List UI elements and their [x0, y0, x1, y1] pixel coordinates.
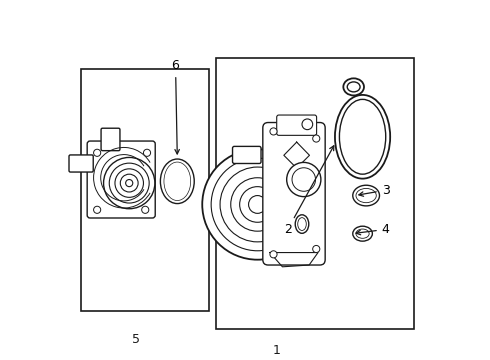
Circle shape [302, 119, 313, 130]
Circle shape [270, 128, 277, 135]
Ellipse shape [356, 188, 376, 203]
Ellipse shape [353, 185, 379, 206]
Text: 4: 4 [356, 223, 390, 236]
FancyBboxPatch shape [233, 147, 261, 163]
Ellipse shape [353, 226, 372, 241]
Bar [217, 58, 414, 329]
Circle shape [313, 135, 320, 142]
Circle shape [121, 174, 138, 192]
Circle shape [115, 169, 144, 197]
Circle shape [109, 163, 149, 203]
Ellipse shape [298, 218, 306, 230]
Ellipse shape [295, 215, 309, 233]
Ellipse shape [335, 95, 390, 179]
Text: 2: 2 [284, 146, 334, 236]
Circle shape [240, 186, 275, 222]
Ellipse shape [340, 99, 386, 174]
Circle shape [94, 149, 101, 156]
FancyBboxPatch shape [69, 155, 93, 172]
Ellipse shape [343, 78, 364, 95]
Circle shape [202, 149, 313, 260]
Circle shape [231, 178, 284, 231]
Circle shape [270, 251, 277, 258]
Circle shape [248, 195, 267, 213]
Circle shape [144, 149, 150, 156]
Circle shape [211, 158, 304, 251]
Ellipse shape [160, 159, 194, 203]
Circle shape [142, 206, 149, 213]
Circle shape [287, 162, 321, 197]
Circle shape [94, 206, 101, 213]
Circle shape [103, 157, 155, 209]
Text: 3: 3 [359, 184, 390, 197]
Bar [81, 69, 209, 311]
Ellipse shape [164, 162, 191, 201]
Circle shape [125, 180, 133, 186]
Circle shape [292, 168, 316, 191]
FancyBboxPatch shape [277, 115, 317, 135]
Circle shape [220, 167, 295, 242]
FancyBboxPatch shape [87, 141, 155, 218]
Text: 5: 5 [132, 333, 140, 346]
FancyBboxPatch shape [101, 128, 120, 151]
FancyBboxPatch shape [263, 122, 325, 265]
Circle shape [313, 246, 320, 253]
Ellipse shape [347, 82, 360, 92]
Text: 6: 6 [172, 59, 179, 154]
Ellipse shape [356, 229, 369, 238]
Text: 1: 1 [273, 344, 281, 357]
